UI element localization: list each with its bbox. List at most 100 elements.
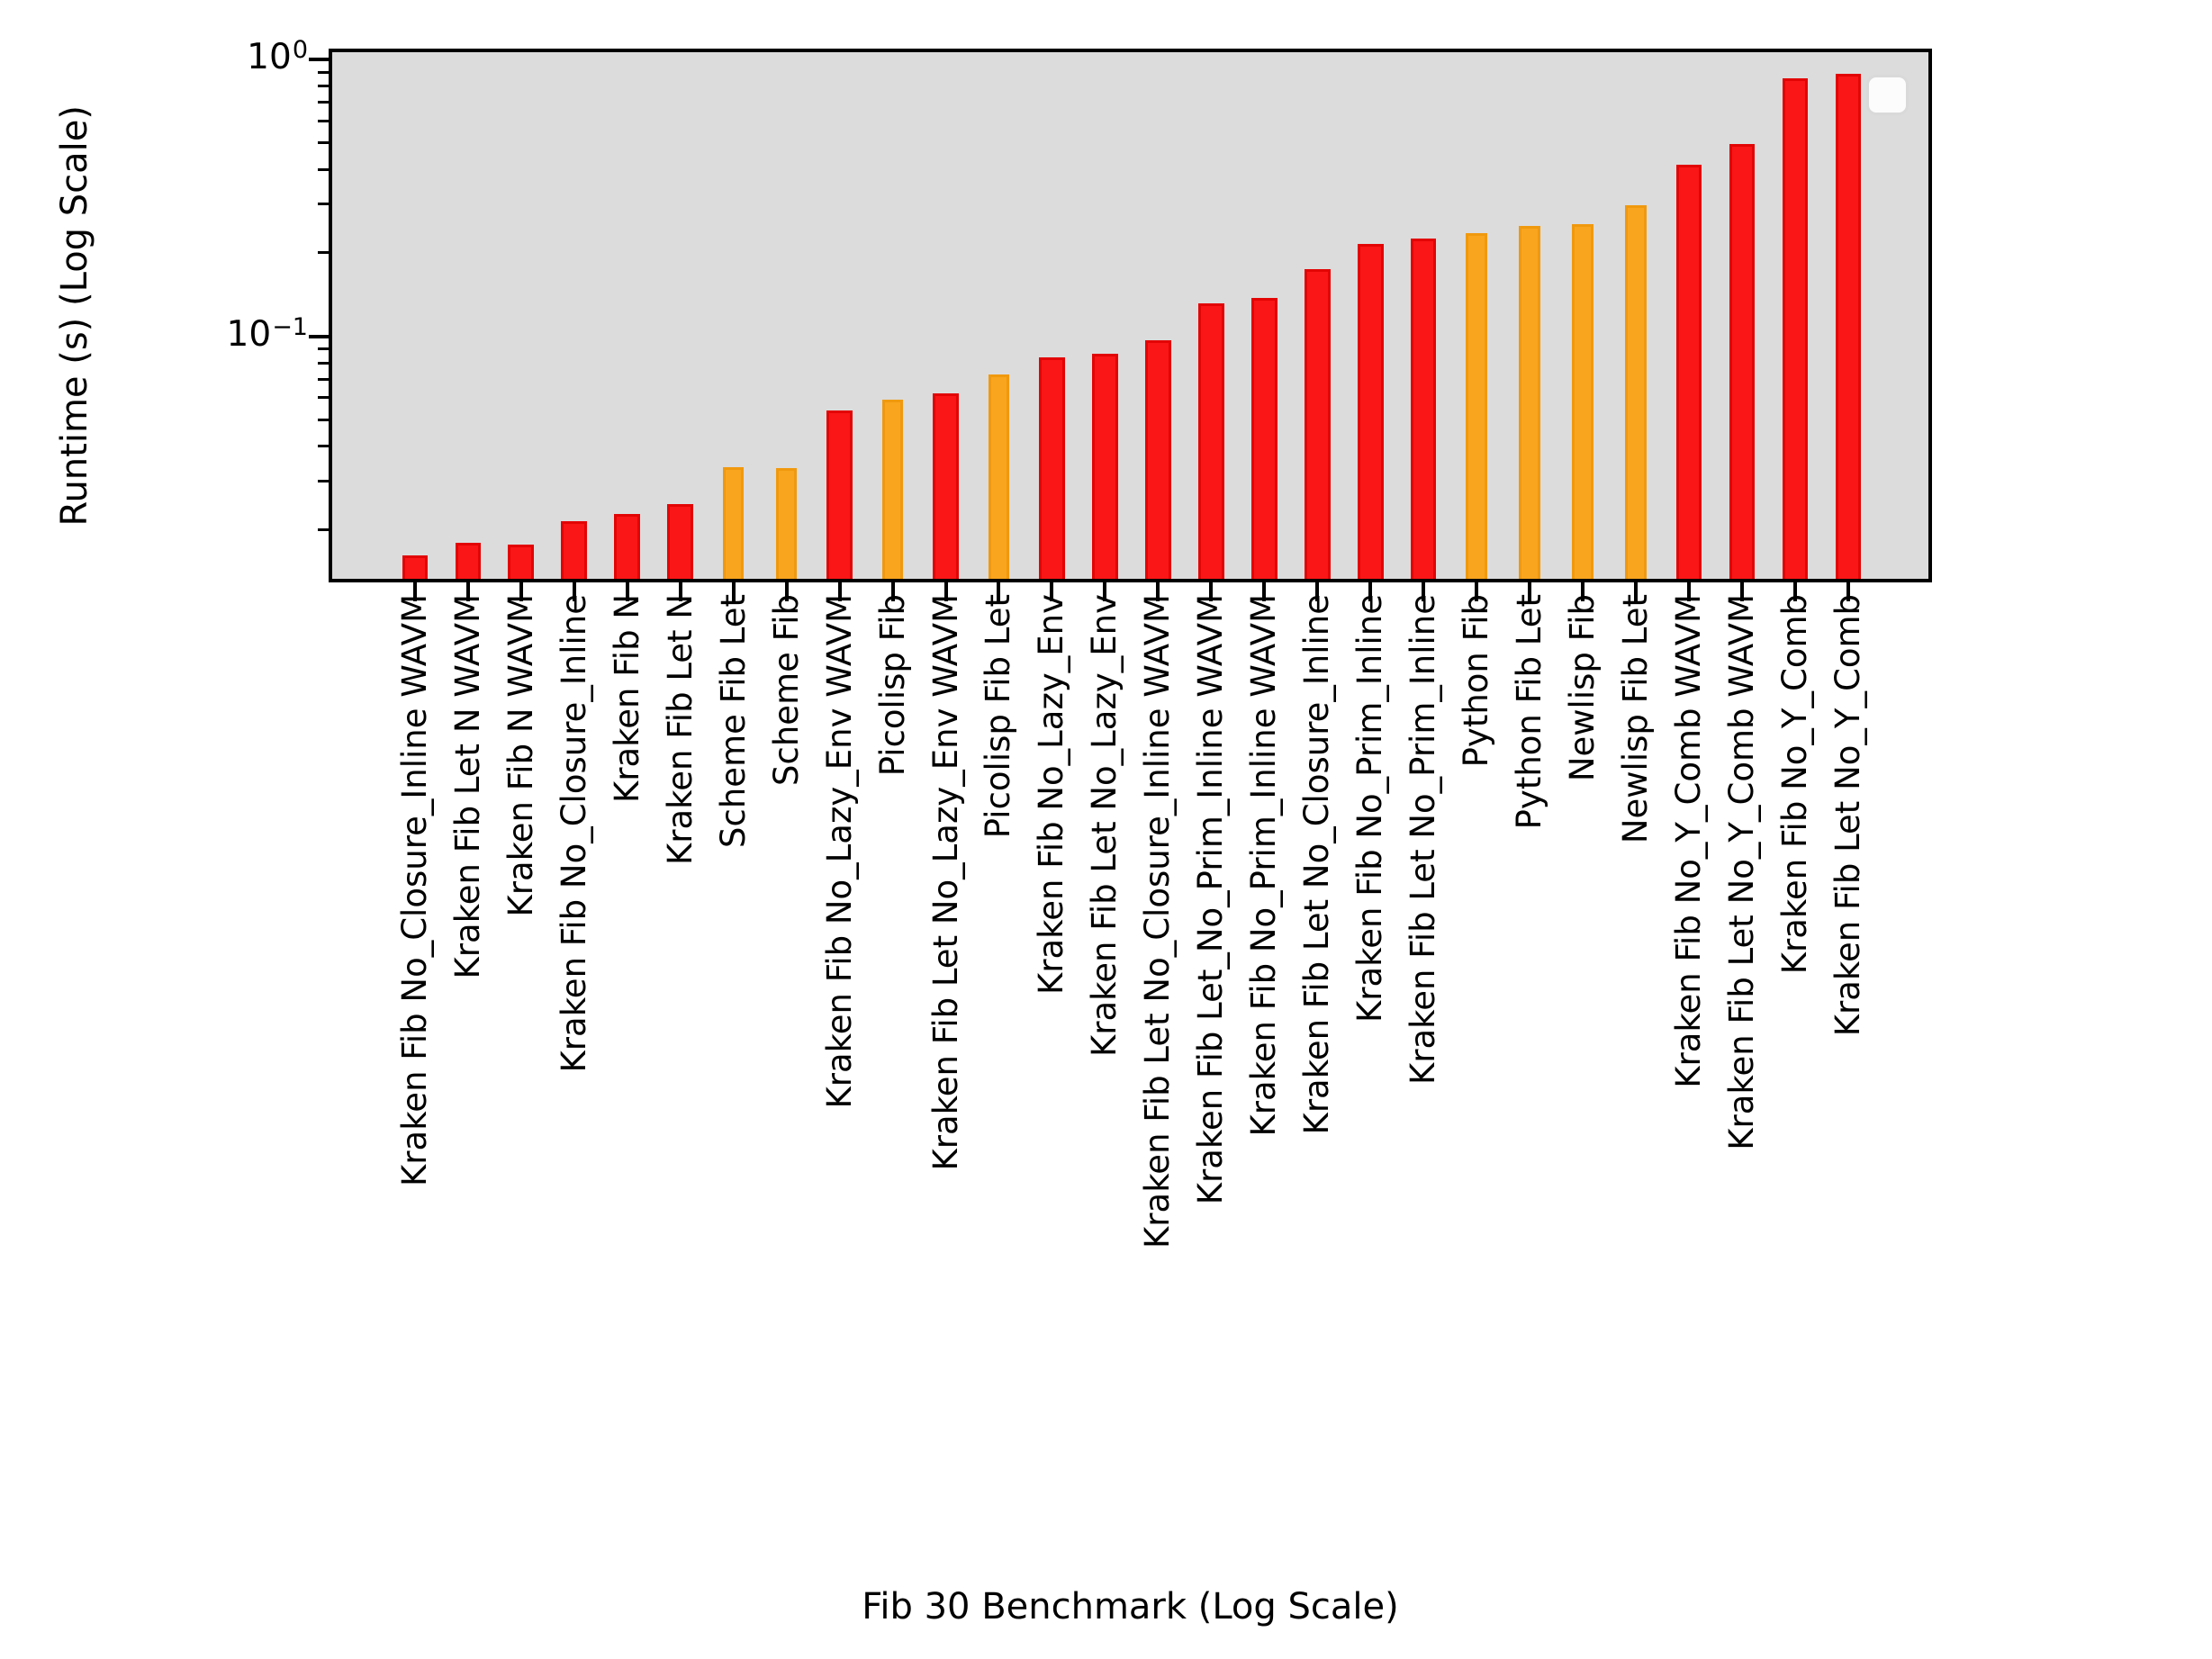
x-tick-label: Kraken Fib N [607,594,646,804]
x-tick [784,582,789,601]
bar [455,543,482,579]
bar [1625,205,1647,579]
bar [1198,303,1224,579]
y-minor-tick [318,347,329,351]
x-tick [412,582,417,601]
y-axis-label: Runtime (s) (Log Scale) [54,104,95,527]
bar [1466,233,1487,579]
x-tick-label: Kraken Fib N WAVM [501,594,540,917]
bar [933,392,959,579]
bar [775,467,798,579]
bar [1410,239,1437,579]
y-minor-tick [318,418,329,421]
x-tick [997,582,1001,601]
plot-area [330,50,1930,581]
x-tick-label: Kraken Fib No_Prim_Inline WAVM [1244,594,1284,1137]
y-tick-label: 100 [247,36,308,78]
bar [561,520,587,579]
x-tick-label: Kraken Fib Let No_Prim_Inline [1404,594,1443,1085]
x-tick-label: Kraken Fib Let_No_Prim_Inline WAVM [1191,594,1231,1205]
y-minor-tick [318,361,329,365]
x-tick [678,582,682,601]
x-tick [1475,582,1479,601]
x-tick [1528,582,1532,601]
x-tick-label: Kraken Fib No_Closure_Inline WAVM [394,594,434,1186]
x-tick [519,582,523,601]
x-tick-label: Kraken Fib No_Lazy_Env WAVM [819,594,859,1109]
y-minor-tick [318,101,329,104]
x-tick [1262,582,1267,601]
y-minor-tick [318,527,329,531]
x-tick [1050,582,1054,601]
bar [402,555,429,579]
x-tick [625,582,629,601]
bar [1358,244,1384,579]
y-major-tick [309,58,329,62]
x-tick [731,582,736,601]
y-minor-tick [318,396,329,400]
bar [1729,144,1756,579]
x-tick-label: Kraken Fib Let N [660,594,700,866]
x-tick-label: Kraken Fib Let No_Lazy_Env WAVM [925,594,965,1171]
x-tick-label: Python Fib Let [1510,594,1549,830]
y-minor-tick [318,85,329,88]
x-tick [1740,582,1745,601]
right-spine [1928,49,1932,582]
bar [614,513,640,579]
x-tick-label: Newlisp Fib Let [1616,594,1656,844]
x-tick-label: Newlisp Fib [1563,594,1603,782]
y-minor-tick [318,479,329,482]
x-tick [1156,582,1160,601]
bar [1572,224,1594,579]
x-tick [943,582,948,601]
bar [1092,354,1118,579]
x-tick [1793,582,1798,601]
x-tick-label: Kraken Fib No_Y_Comb WAVM [1669,594,1709,1088]
bar [1782,78,1809,579]
bar [1305,268,1331,579]
x-tick [1581,582,1585,601]
bar [1145,340,1171,579]
y-minor-tick [318,203,329,206]
bar [988,374,1010,579]
bar [1519,225,1540,579]
bar [881,400,904,579]
x-tick-label: Python Fib [1457,594,1496,768]
x-tick-label: Scheme Fib [766,594,806,786]
bar [1675,164,1702,579]
bar [722,466,745,579]
y-minor-tick [318,445,329,448]
x-tick-label: Kraken Fib No_Y_Comb [1775,594,1815,975]
x-tick [572,582,576,601]
x-tick-label: Kraken Fib Let N WAVM [447,594,487,979]
x-axis-label: Fib 30 Benchmark (Log Scale) [862,1586,1399,1627]
x-tick [1422,582,1426,601]
x-tick [1687,582,1692,601]
left-spine [329,49,332,582]
x-tick [1634,582,1639,601]
bar [667,503,693,579]
y-minor-tick [318,70,329,74]
x-tick-label: Kraken Fib Let No_Closure_Inline WAVM [1138,594,1178,1249]
y-minor-tick [318,119,329,122]
x-tick [1846,582,1850,601]
x-tick [837,582,842,601]
y-minor-tick [318,377,329,381]
x-tick [1209,582,1214,601]
x-tick-label: Kraken Fib Let No_Lazy_Env [1085,594,1124,1057]
y-minor-tick [318,167,329,171]
x-tick-label: Picolisp Fib [872,594,912,777]
x-tick-label: Kraken Fib Let No_Closure_Inline [1297,594,1337,1135]
y-major-tick [309,334,329,338]
y-minor-tick [318,251,329,255]
bar [826,410,853,579]
bottom-spine [329,579,1932,582]
x-tick [1368,582,1373,601]
bar [1251,297,1278,579]
bar [1039,357,1065,579]
bar [508,544,534,579]
x-tick-label: Kraken Fib Let No_Y_Comb WAVM [1722,594,1762,1150]
x-tick [465,582,470,601]
x-tick-label: Scheme Fib Let [713,594,753,848]
